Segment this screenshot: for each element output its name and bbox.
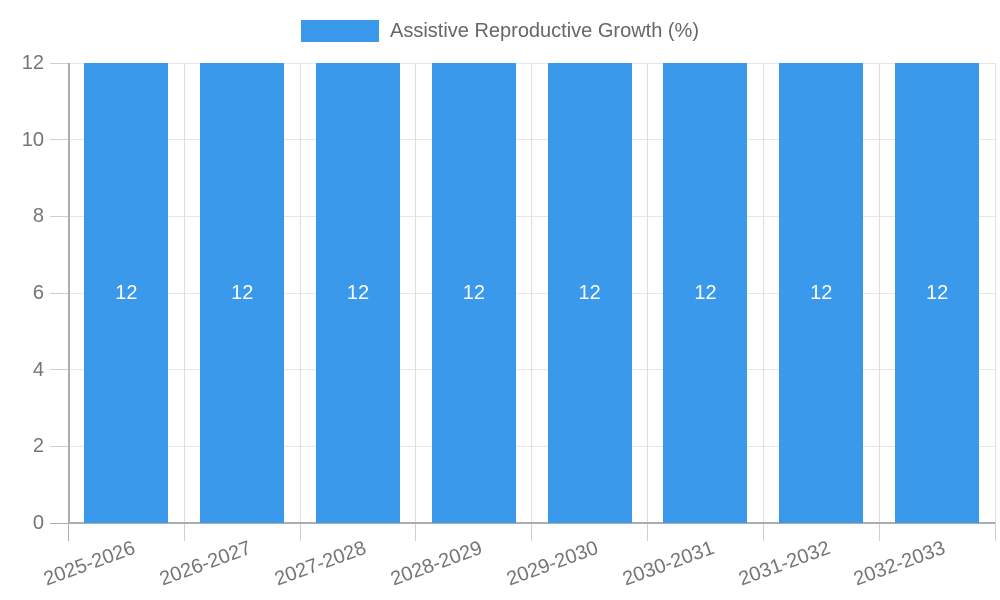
y-axis-tick-label: 2 <box>32 435 44 458</box>
x-axis-tick <box>531 523 533 541</box>
gridline-vertical <box>299 63 301 523</box>
x-axis-tick <box>994 523 996 541</box>
bar-value-label: 12 <box>346 282 370 304</box>
gridline-vertical <box>183 63 185 523</box>
gridline-vertical <box>531 63 533 523</box>
x-axis-tick <box>68 523 69 541</box>
y-axis-tick <box>50 369 69 371</box>
x-axis-category-label: 2025-2026 <box>40 537 138 591</box>
y-axis-line <box>67 63 70 523</box>
x-axis-tick <box>878 523 880 541</box>
legend-color-swatch <box>301 20 379 42</box>
bar[interactable] <box>84 63 169 523</box>
gridline-vertical <box>878 63 880 523</box>
bar[interactable] <box>895 63 980 523</box>
bar[interactable] <box>431 63 516 523</box>
y-axis-tick-label: 8 <box>32 205 44 228</box>
bar-value-label: 12 <box>462 282 485 304</box>
x-axis-tick <box>183 523 185 541</box>
y-axis-tick <box>50 139 69 141</box>
bar-value-label: 12 <box>925 282 949 304</box>
x-axis-tick <box>415 523 417 541</box>
bar-value-label: 12 <box>231 282 254 304</box>
chart-legend: Assistive Reproductive Growth (%) <box>0 18 1000 44</box>
gridline-vertical <box>647 63 649 523</box>
y-axis-tick <box>50 522 69 524</box>
bar[interactable] <box>663 63 748 523</box>
gridline-vertical <box>762 63 764 523</box>
y-axis-tick-label: 12 <box>21 52 44 74</box>
x-axis-tick <box>762 523 764 541</box>
bar-value-label: 12 <box>694 282 717 304</box>
legend-series-label: Assistive Reproductive Growth (%) <box>390 19 699 42</box>
x-axis-category-label: 2031-2032 <box>735 537 833 591</box>
bar[interactable] <box>200 63 285 523</box>
x-axis-category-label: 2032-2033 <box>851 537 949 591</box>
y-axis-tick-label: 0 <box>32 512 44 534</box>
y-axis-tick-label: 10 <box>21 128 44 151</box>
x-axis-category-label: 2027-2028 <box>272 537 370 591</box>
x-axis-category-label: 2028-2029 <box>387 537 486 591</box>
x-axis-tick <box>647 523 649 541</box>
y-axis-tick <box>50 62 69 64</box>
y-axis-tick-label: 4 <box>32 358 44 381</box>
x-axis-line <box>68 522 995 524</box>
y-axis-tick-label: 6 <box>32 282 44 304</box>
y-axis-tick <box>50 445 69 447</box>
bar-value-label: 12 <box>578 282 601 304</box>
x-axis-category-label: 2029-2030 <box>503 537 602 591</box>
y-axis-tick <box>50 215 69 217</box>
x-axis-category-label: 2026-2027 <box>156 537 254 591</box>
gridline-vertical <box>994 63 996 523</box>
bar[interactable] <box>779 63 864 523</box>
gridline-vertical <box>415 63 417 523</box>
legend-item[interactable]: Assistive Reproductive Growth (%) <box>301 20 699 43</box>
bar-value-label: 12 <box>810 282 833 304</box>
x-axis-category-label: 2030-2031 <box>619 537 717 591</box>
y-axis-tick <box>50 292 69 294</box>
bar-value-label: 12 <box>115 282 138 304</box>
bar[interactable] <box>316 63 401 523</box>
bar[interactable] <box>547 63 632 523</box>
x-axis-tick <box>299 523 301 541</box>
